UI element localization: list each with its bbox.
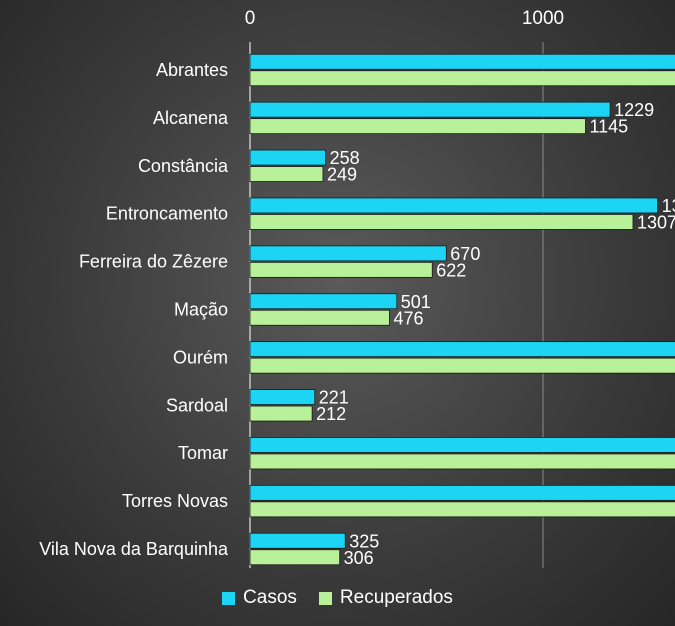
- bar-casos: [249, 101, 611, 118]
- x-tick-label: 0: [245, 8, 256, 29]
- x-tick-label: 1000: [522, 8, 564, 29]
- bar-casos: [249, 532, 346, 549]
- bar-recuperados: [249, 453, 675, 470]
- bar-casos: [249, 437, 675, 453]
- bar-recuperados: [249, 214, 634, 230]
- data-label: 1391: [662, 196, 675, 216]
- category-label: Torres Novas: [122, 491, 228, 511]
- category-label: Vila Nova da Barquinha: [39, 539, 229, 559]
- bar-casos: [249, 53, 675, 70]
- bar-recuperados: [249, 549, 341, 566]
- category-label: Mação: [174, 300, 228, 320]
- legend-label-casos: Casos: [243, 587, 297, 608]
- data-label: 501: [401, 292, 431, 312]
- category-label: Entroncamento: [106, 204, 228, 224]
- data-labels: 1839122925813916705013505221280823553251…: [316, 100, 675, 568]
- bar-recuperados: [249, 405, 313, 422]
- category-label: Alcanena: [153, 108, 229, 128]
- bar-casos: [249, 293, 398, 310]
- data-label: 1229: [614, 100, 654, 120]
- bar-casos: [249, 245, 447, 262]
- bar-casos: [249, 389, 316, 405]
- bar-recuperados: [249, 309, 390, 326]
- data-label: 476: [393, 308, 423, 328]
- legend: Casos Recuperados: [0, 585, 675, 611]
- legend-swatch-casos: [222, 591, 236, 605]
- data-label: 249: [327, 165, 357, 185]
- data-label: 212: [316, 404, 346, 424]
- legend-item-recuperados: Recuperados: [318, 587, 453, 609]
- data-label: 325: [349, 531, 379, 551]
- category-label: Ferreira do Zêzere: [79, 252, 228, 272]
- category-label: Abrantes: [156, 60, 228, 80]
- category-label: Tomar: [178, 443, 228, 463]
- data-label: 306: [344, 548, 374, 568]
- data-label: 670: [450, 244, 480, 264]
- legend-label-recuperados: Recuperados: [339, 587, 453, 608]
- data-label: 1307: [637, 212, 675, 232]
- bar-recuperados: [249, 261, 433, 278]
- bars: [249, 53, 675, 566]
- data-label: 622: [436, 260, 466, 280]
- category-label: Sardoal: [166, 395, 228, 415]
- bar-recuperados: [249, 118, 586, 135]
- bar-chart: 01000200030004000 AbrantesAlcanenaConstâ…: [39, 8, 675, 568]
- bar-recuperados: [249, 166, 324, 182]
- bar-casos: [249, 197, 658, 214]
- category-label: Ourém: [173, 347, 228, 367]
- bar-recuperados: [249, 501, 675, 518]
- bar-recuperados: [249, 357, 675, 374]
- data-label: 258: [330, 148, 360, 168]
- data-label: 221: [319, 388, 349, 408]
- category-label: Constância: [138, 156, 229, 176]
- data-label: 1145: [589, 117, 628, 137]
- bar-casos: [249, 149, 326, 166]
- legend-swatch-recuperados: [318, 591, 332, 605]
- x-axis-ticks: 01000200030004000: [245, 8, 564, 29]
- bar-casos: [249, 484, 675, 501]
- bar-casos: [249, 341, 675, 358]
- legend-item-casos: Casos: [222, 587, 297, 609]
- category-labels: Abrantes Alcanena Constância Entroncamento F…: [39, 60, 229, 559]
- bar-recuperados: [249, 70, 675, 87]
